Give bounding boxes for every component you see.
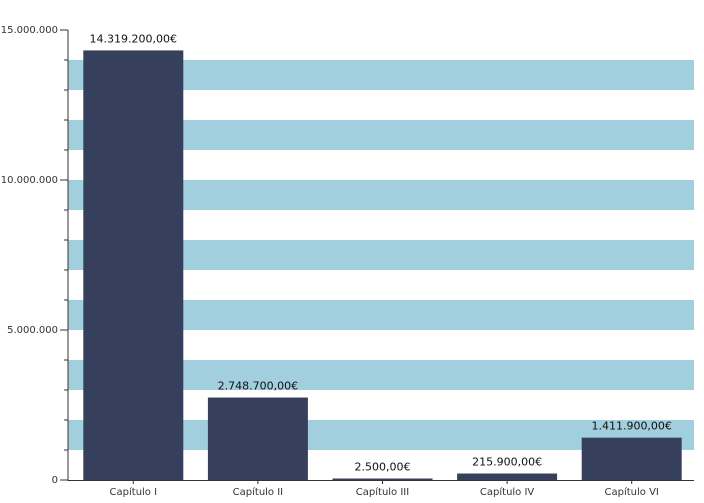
x-tick-label: Capítulo II [233, 486, 283, 498]
y-tick-label: 5.000.000 [7, 325, 58, 336]
x-tick-label: Capítulo III [356, 486, 409, 498]
bar [207, 397, 308, 480]
bar [83, 50, 184, 480]
data-label: 2.500,00€ [355, 461, 411, 474]
data-label: 14.319.200,00€ [90, 32, 177, 45]
x-tick-label: Capítulo VI [605, 486, 659, 498]
data-label: 2.748.700,00€ [218, 380, 298, 393]
y-tick-label: 0 [52, 475, 58, 486]
x-tick-label: Capítulo IV [480, 486, 535, 498]
y-tick-label: 15.000.000 [1, 25, 58, 36]
bar [457, 473, 558, 480]
data-label: 1.411.900,00€ [591, 420, 671, 433]
bar [332, 478, 433, 480]
x-tick-label: Capítulo I [110, 486, 158, 498]
y-tick-label: 10.000.000 [1, 175, 58, 186]
bars [83, 50, 682, 480]
bar [581, 437, 682, 480]
data-label: 215.900,00€ [472, 456, 542, 469]
axes [60, 29, 694, 484]
labels: 0 5.000.000 10.000.000 15.000.000 Capítulo I… [1, 25, 672, 498]
